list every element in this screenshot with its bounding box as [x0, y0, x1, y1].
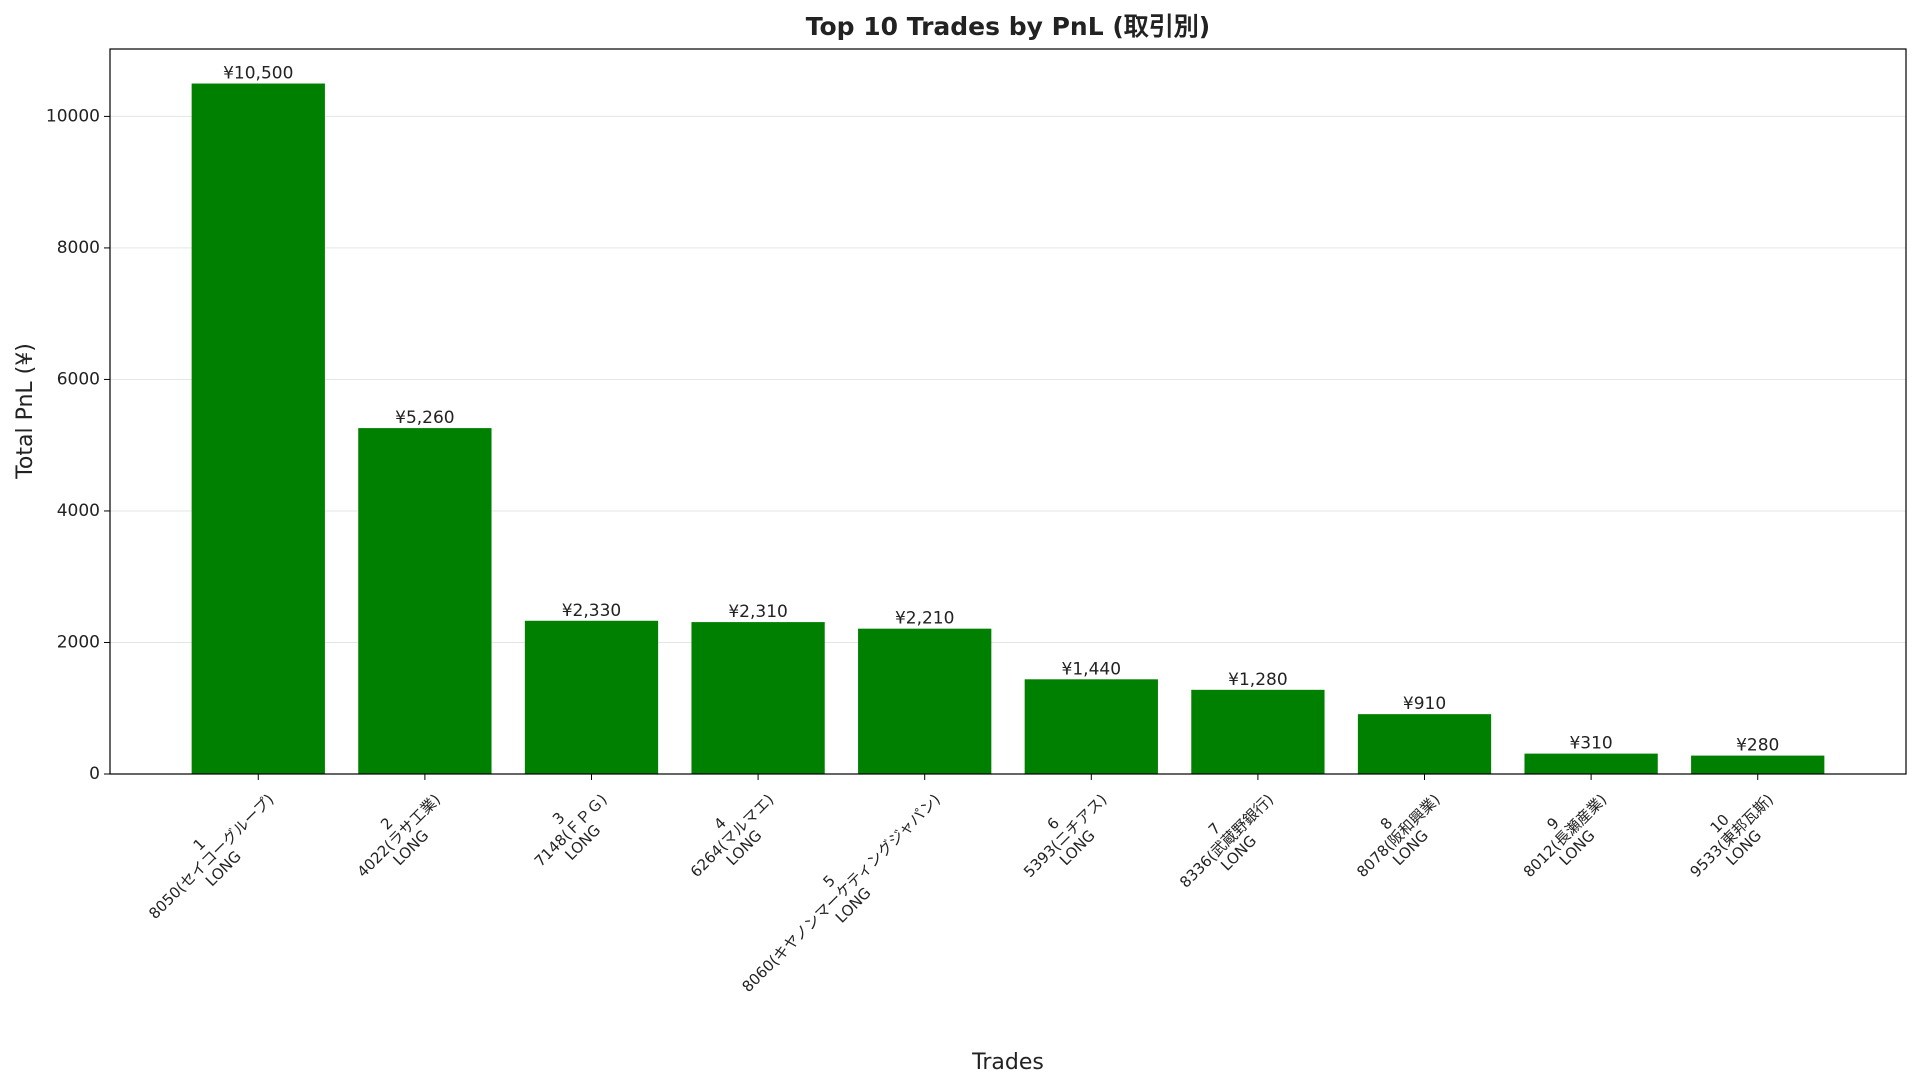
value-label: ¥280 — [1736, 736, 1779, 756]
x-tick-label: 8336(武蔵野銀行) — [1176, 790, 1277, 891]
x-tick-label: 6264(マルマエ) — [687, 790, 777, 880]
y-tick-label: 2000 — [57, 632, 100, 652]
value-label: ¥310 — [1569, 734, 1612, 754]
bar — [358, 428, 492, 774]
bar — [1357, 714, 1492, 774]
x-tick-label: 8012(長瀬産業) — [1520, 790, 1610, 880]
y-tick-label: 4000 — [57, 501, 100, 521]
value-label: ¥5,260 — [395, 408, 454, 428]
bar — [691, 622, 825, 774]
x-tick-label: 8050(セイコーグループ) — [145, 790, 277, 922]
bar — [524, 620, 659, 774]
y-tick-label: 0 — [89, 764, 100, 784]
bar — [1524, 753, 1658, 774]
value-label: ¥910 — [1403, 694, 1446, 714]
chart-title: Top 10 Trades by PnL (取引別) — [806, 12, 1210, 41]
bar — [1691, 755, 1825, 774]
value-label: ¥1,440 — [1062, 659, 1121, 679]
plot-frame — [109, 48, 1907, 775]
x-tick-label: 4022(ラサ工業) — [354, 790, 444, 880]
y-tick-label: 8000 — [57, 238, 100, 258]
y-tick-label: 6000 — [57, 369, 100, 389]
x-axis-label: Trades — [971, 1050, 1044, 1075]
y-tick-label: 10000 — [46, 106, 100, 126]
x-tick-label: 8060(キヤノンマーケティングジャパン) — [738, 790, 943, 995]
value-label: ¥1,280 — [1228, 670, 1287, 690]
value-label: ¥2,330 — [562, 601, 621, 621]
y-axis-label: Total PnL (¥) — [13, 343, 38, 480]
bar — [858, 628, 992, 774]
bar — [1191, 689, 1325, 774]
x-tick-label: 8078(阪和興業) — [1353, 790, 1443, 880]
value-label: ¥2,310 — [728, 602, 787, 622]
x-tick-label: 9533(東邦瓦斯) — [1686, 790, 1776, 880]
value-label: ¥10,500 — [223, 64, 293, 84]
x-tick-label: 5393(ニチアス) — [1020, 790, 1110, 880]
value-label: ¥2,210 — [895, 609, 954, 629]
bar — [191, 83, 325, 775]
bar — [1024, 679, 1158, 774]
